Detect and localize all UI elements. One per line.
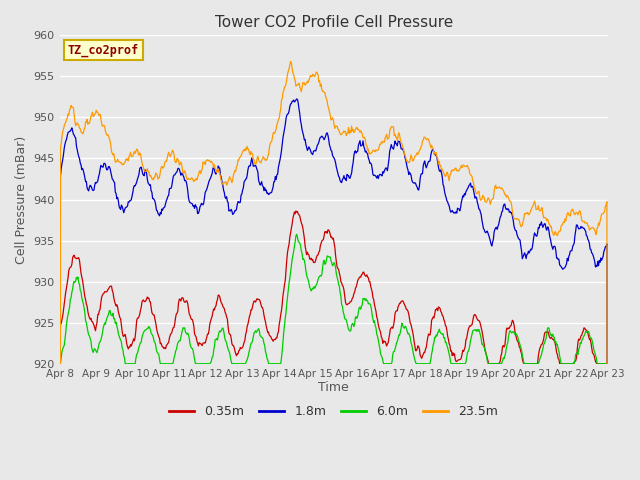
X-axis label: Time: Time: [318, 382, 349, 395]
Legend: 0.35m, 1.8m, 6.0m, 23.5m: 0.35m, 1.8m, 6.0m, 23.5m: [164, 400, 503, 423]
Y-axis label: Cell Pressure (mBar): Cell Pressure (mBar): [15, 135, 28, 264]
Title: Tower CO2 Profile Cell Pressure: Tower CO2 Profile Cell Pressure: [214, 15, 453, 30]
Text: TZ_co2prof: TZ_co2prof: [68, 44, 139, 57]
